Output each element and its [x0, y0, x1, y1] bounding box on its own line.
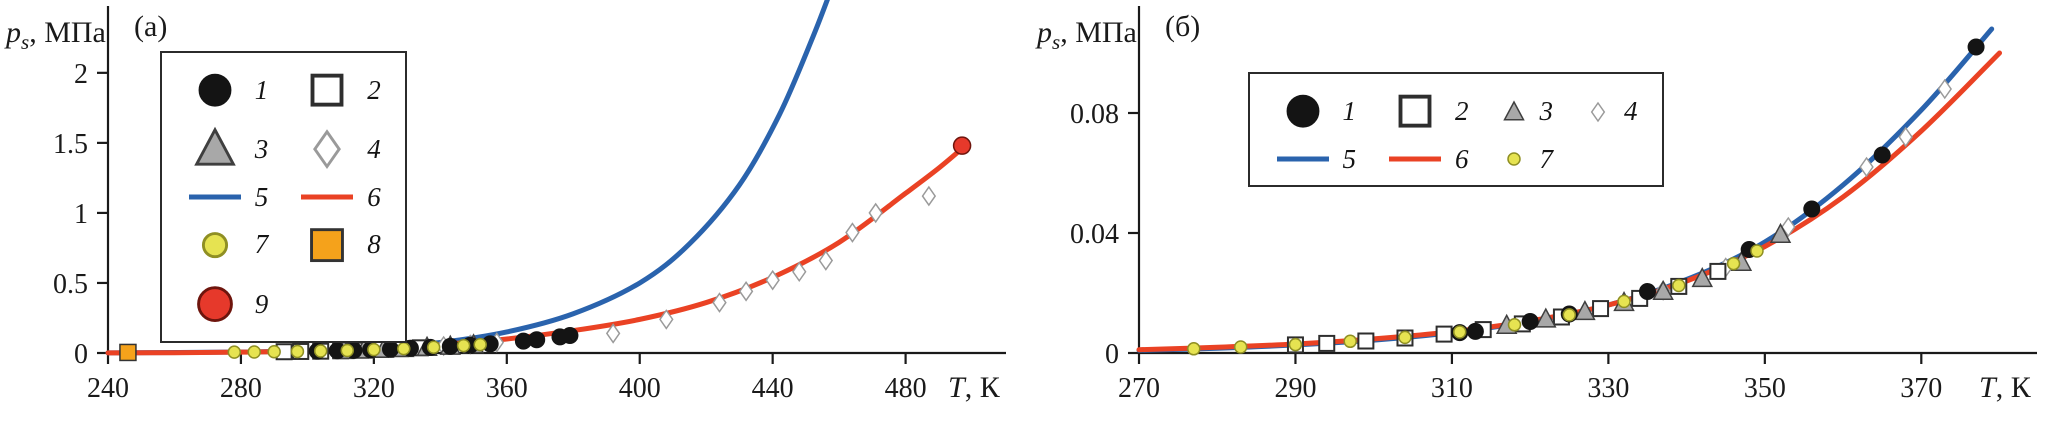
svg-text:240: 240 — [87, 373, 129, 404]
legend-item-3: 3 — [1499, 96, 1554, 127]
legend-label: 1 — [254, 74, 269, 105]
svg-text:360: 360 — [486, 373, 528, 404]
svg-text:0: 0 — [74, 339, 88, 370]
legend-label: 7 — [254, 229, 269, 260]
legend-item-5: 5 — [1274, 143, 1357, 174]
svg-text:280: 280 — [220, 373, 262, 404]
circle-yellow-icon — [201, 231, 228, 258]
square-orange-icon — [310, 227, 345, 262]
legend-item-1: 1 — [186, 65, 269, 115]
svg-text:1.5: 1.5 — [53, 129, 88, 160]
chart-canvas: 270 290 310 330 350 370 0 0.04 0.08 ps, МПа T, К — [1035, 6, 2037, 404]
legend-item-7: 7 — [186, 220, 269, 270]
chart-canvas: 240 280 320 360 400 440 480 0 0.5 1 1.5 2 ps, МПа T, … — [4, 0, 1006, 404]
line-blue-icon — [1276, 156, 1329, 162]
legend-label: 5 — [254, 181, 269, 212]
legend-item-4: 4 — [1583, 98, 1638, 125]
x-axis-title: T, К — [948, 371, 1001, 404]
legend: 1 2 3 4 5 6 7 8 9 — [159, 51, 407, 344]
y-axis-title: ps, МПа — [4, 16, 106, 54]
svg-text:0.08: 0.08 — [1070, 99, 1119, 130]
legend-item-1: 1 — [1274, 86, 1357, 136]
legend-item-7: 7 — [1499, 143, 1554, 174]
legend-item-6: 6 — [1386, 143, 1469, 174]
circle-red-icon — [196, 286, 233, 322]
svg-text:310: 310 — [1431, 373, 1473, 404]
svg-text:270: 270 — [1118, 373, 1160, 404]
legend-label: 3 — [1539, 96, 1554, 127]
legend-label: 8 — [367, 229, 381, 260]
chart-panel-b: (б) 270 290 310 330 350 370 0 0.04 0.08 ps, МПа T,… — [1031, 0, 2062, 426]
legend-item-5: 5 — [186, 181, 269, 212]
line-red-icon — [301, 194, 354, 200]
series-8-orange — [119, 343, 137, 362]
legend-label: 9 — [254, 288, 269, 319]
chart-a: 240 280 320 360 400 440 480 0 0.5 1 1.5 2 ps, МПа T, … — [4, 0, 1006, 404]
legend-label: 6 — [1455, 143, 1469, 174]
legend-label: 4 — [1624, 96, 1638, 127]
chart-panel-a: (а) 240 280 320 360 400 440 480 0 0.5 1 1.5 2 ps, МП… — [4, 0, 1006, 404]
svg-text:370: 370 — [1900, 373, 1942, 404]
legend-item-3: 3 — [186, 124, 269, 174]
square-open-icon — [1398, 95, 1432, 128]
line-red-icon — [1389, 156, 1441, 162]
legend-item-9: 9 — [186, 279, 269, 329]
svg-text:1: 1 — [74, 199, 88, 230]
legend-item-6: 6 — [298, 181, 381, 212]
panel-label-a: (а) — [134, 10, 168, 43]
svg-text:350: 350 — [1744, 373, 1786, 404]
svg-text:0: 0 — [1105, 339, 1119, 370]
legend-label: 2 — [1455, 96, 1469, 127]
series-7-yellow — [227, 337, 487, 359]
legend-label: 3 — [254, 134, 269, 164]
line-blue-icon — [188, 194, 241, 200]
legend-item-2: 2 — [1386, 86, 1469, 136]
x-axis-title: T, К — [1979, 371, 2032, 404]
series-4-diamonds — [1655, 78, 1952, 301]
series-3-triangles — [1495, 222, 1792, 334]
svg-text:2: 2 — [74, 59, 88, 90]
series-7-yellow — [1187, 244, 1764, 356]
tick-labels: 270 290 310 330 350 370 0 0.04 0.08 — [1070, 99, 1942, 404]
legend-item-8: 8 — [298, 220, 381, 270]
legend-label: 2 — [367, 74, 381, 105]
legend-label: 5 — [1342, 143, 1357, 174]
triangle-gray-icon — [1502, 99, 1525, 121]
triangle-gray-icon — [194, 127, 236, 167]
legend-label: 4 — [367, 134, 381, 164]
panel-label-b: (б) — [1165, 10, 1201, 43]
circle-black-icon — [198, 73, 232, 107]
circle-black-icon — [1286, 95, 1319, 128]
series-9-red — [952, 136, 972, 155]
diamond-open-icon — [313, 129, 342, 170]
legend: 1 2 3 4 5 6 7 — [1247, 72, 1664, 187]
diamond-open-icon — [1590, 101, 1606, 122]
svg-text:440: 440 — [752, 373, 794, 404]
circle-yellow-icon — [1506, 152, 1521, 166]
legend-label: 6 — [367, 181, 381, 212]
tick-labels: 240 280 320 360 400 440 480 0 0.5 1 1.5 2 — [53, 59, 927, 404]
legend-item-4: 4 — [298, 124, 381, 174]
square-open-icon — [310, 73, 344, 107]
svg-text:480: 480 — [885, 373, 927, 404]
legend-item-2: 2 — [298, 65, 381, 115]
svg-text:0.5: 0.5 — [53, 269, 88, 300]
svg-text:290: 290 — [1274, 373, 1316, 404]
y-axis-title: ps, МПа — [1035, 16, 1137, 54]
svg-text:400: 400 — [619, 373, 661, 404]
legend-label: 7 — [1539, 143, 1554, 174]
svg-text:320: 320 — [353, 373, 395, 404]
svg-text:0.04: 0.04 — [1070, 219, 1119, 250]
legend-label: 1 — [1342, 96, 1357, 127]
svg-text:330: 330 — [1587, 373, 1629, 404]
